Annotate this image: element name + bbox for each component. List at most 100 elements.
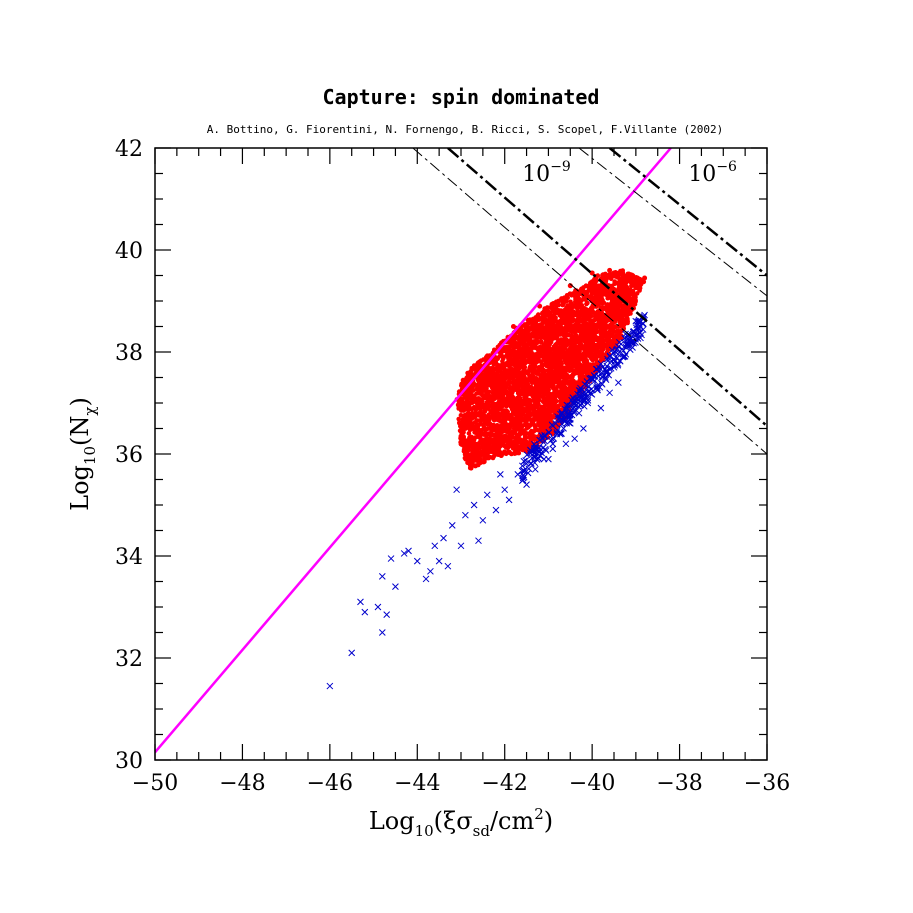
red-point (546, 356, 552, 361)
blue-point (520, 457, 528, 465)
blue-point (326, 682, 334, 690)
red-point (534, 404, 540, 410)
blue-point (608, 357, 615, 365)
red-point (538, 375, 544, 381)
red-point (553, 343, 558, 349)
red-point (503, 370, 509, 376)
red-point (480, 378, 485, 384)
red-point (525, 377, 531, 382)
red-point (491, 418, 497, 423)
red-point (632, 282, 637, 287)
red-point (513, 435, 519, 441)
plot-area (155, 148, 767, 754)
blue-point (532, 444, 540, 452)
y-axis-label: Log10(Nχ) (66, 397, 99, 511)
red-point (567, 387, 572, 392)
red-point (556, 308, 562, 313)
red-point (538, 335, 543, 340)
red-point (507, 344, 513, 350)
red-point (601, 343, 606, 348)
red-point (480, 437, 485, 443)
red-point (539, 367, 545, 372)
red-point (520, 447, 525, 453)
red-point (523, 414, 528, 420)
red-point (497, 353, 503, 359)
red-point (562, 336, 568, 341)
red-point (556, 404, 561, 410)
red-point (558, 364, 563, 370)
red-point (578, 366, 584, 372)
red-point (588, 362, 593, 368)
red-point (546, 413, 552, 419)
x-tick-label: −46 (307, 771, 353, 796)
blue-point (413, 557, 421, 565)
red-point (477, 432, 483, 438)
blue-point (547, 437, 555, 444)
red-point (615, 313, 620, 318)
red-point (515, 368, 521, 373)
red-point (497, 434, 503, 439)
blue-point (448, 522, 456, 529)
red-point (491, 414, 496, 419)
red-point (642, 275, 648, 281)
red-point (542, 349, 547, 355)
red-point (495, 414, 501, 420)
red-point (564, 323, 570, 329)
red-point (538, 424, 544, 430)
red-point (516, 431, 522, 437)
blue-point (558, 409, 566, 417)
blue-point (560, 425, 567, 432)
y-tick-label: 32 (115, 647, 143, 672)
blue-point (492, 506, 500, 514)
red-point (477, 422, 483, 427)
red-point (606, 339, 611, 344)
blue-point (550, 435, 558, 442)
red-point (466, 458, 472, 464)
red-point (474, 458, 479, 463)
blue-point (575, 395, 583, 403)
red-point (519, 402, 525, 407)
blue-point (598, 373, 606, 381)
red-point (562, 355, 568, 361)
red-point (468, 392, 474, 397)
red-point (508, 385, 513, 390)
red-point (487, 426, 493, 431)
red-point (488, 368, 494, 374)
red-point (570, 364, 575, 370)
red-point (571, 341, 577, 347)
red-point (564, 342, 569, 348)
blue-point (575, 409, 583, 417)
red-point (522, 341, 527, 346)
red-point (458, 400, 464, 406)
red-point (474, 411, 480, 416)
red-point (500, 429, 506, 434)
blue-point (378, 573, 386, 580)
blue-point (357, 598, 364, 606)
red-point (557, 311, 562, 317)
red-point (534, 359, 540, 365)
blue-point (361, 608, 369, 616)
red-point (585, 337, 590, 343)
blue-point (533, 456, 541, 463)
red-point (497, 376, 503, 382)
blue-point (596, 364, 603, 372)
reference-line (412, 148, 767, 455)
blue-series (326, 311, 648, 690)
red-point (628, 301, 634, 306)
red-point (613, 270, 618, 275)
red-point (546, 390, 551, 396)
red-point (533, 345, 538, 351)
red-point (540, 394, 545, 399)
red-point (483, 403, 489, 409)
reference-lines (155, 148, 767, 754)
red-point (536, 398, 542, 403)
red-point (584, 291, 590, 296)
red-point (531, 334, 537, 339)
red-point (543, 423, 548, 428)
red-point (552, 405, 557, 411)
red-point (475, 447, 480, 453)
blue-point (444, 562, 452, 570)
red-point (588, 313, 594, 319)
red-point (529, 365, 534, 370)
